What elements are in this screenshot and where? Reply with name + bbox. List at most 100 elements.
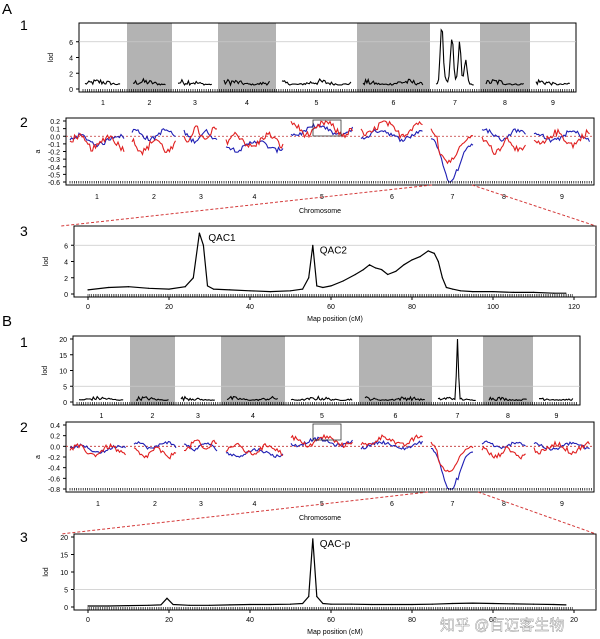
lod-point [565, 604, 567, 606]
highlight-box-chr5 [312, 119, 342, 137]
lod-curve-chr1 [84, 78, 121, 86]
y-tick-label: 2 [64, 276, 68, 283]
chromosome-tick-label: 9 [555, 413, 559, 420]
lod-point [368, 264, 371, 266]
chromosome-tick-label: 8 [506, 413, 510, 420]
lod-point [160, 604, 162, 606]
x-axis-label: Map position (cM) [307, 629, 363, 636]
y-tick-label: -0.1 [48, 142, 60, 149]
y-tick-label: 0.0 [50, 134, 60, 141]
lod-point [249, 290, 251, 292]
lod-point [411, 603, 413, 606]
lod-point [249, 603, 251, 606]
y-axis-label: lod [43, 567, 50, 576]
zoom-connector-a-left [60, 184, 433, 227]
y-tick-label: -0.4 [48, 466, 60, 473]
y-tick-label: 0.4 [50, 423, 60, 430]
effect-curve-blue-chr4 [225, 140, 284, 154]
chromosome-tick-label: 5 [315, 100, 319, 107]
y-tick-label: 0 [64, 292, 68, 299]
chromosome-shade-6 [357, 23, 430, 92]
chromosome-shade-8 [483, 336, 533, 405]
panel-number-a3: 3 [20, 223, 28, 239]
lod-point [375, 267, 377, 269]
y-tick-label: 15 [60, 553, 68, 560]
effect-curve-blue-chr9 [533, 130, 591, 144]
lod-point [192, 277, 194, 279]
effect-curve-red-chr2 [131, 137, 176, 156]
panel-number-a1: 1 [20, 17, 28, 33]
lod-point [322, 286, 324, 289]
lod-point [87, 605, 89, 607]
lod-point [148, 287, 150, 289]
y-axis-label: lod [43, 257, 50, 266]
chromosome-tick-label: 8 [502, 501, 506, 508]
lod-point [107, 605, 109, 607]
lod-point [208, 604, 211, 606]
chromosome-tick-label: 4 [253, 194, 257, 201]
plot-frame [65, 117, 595, 186]
effect-curve-red-chr7 [430, 128, 474, 165]
lod-point [302, 602, 304, 605]
chromosome-tick-label: 4 [245, 100, 249, 107]
effect-curve-red-chr5 [290, 120, 353, 139]
peak-label-qac-p: QAC-p [320, 539, 351, 550]
lod-point [492, 602, 494, 605]
y-tick-label: 0.2 [50, 119, 60, 126]
lod-point [289, 290, 292, 292]
chromosome-tick-label: 3 [196, 413, 200, 420]
chromosome-tick-label: 8 [502, 194, 506, 201]
chromosome-tick-label: 9 [560, 194, 564, 201]
lod-point [553, 603, 555, 606]
effect-curve-blue-chr7 [430, 138, 474, 183]
x-tick-label: 60 [327, 617, 335, 624]
peak-label-qac1: QAC1 [208, 233, 236, 244]
chromosome-shade-6 [359, 336, 432, 405]
x-tick-label: 80 [408, 617, 416, 624]
lod-curve-chr2 [135, 395, 169, 402]
y-tick-label: 0.0 [50, 444, 60, 451]
lod-point [322, 602, 324, 605]
chart-b3-chr7-lod: 0 5 10 15 20 lod 0 20 40 60 80 00 20 Map position (cM… [43, 533, 597, 636]
lod-point [451, 288, 454, 290]
y-tick-label: -0.5 [48, 172, 60, 179]
lod-point [433, 252, 435, 254]
lod-point [460, 290, 462, 292]
y-tick-label: -0.8 [48, 487, 60, 494]
lod-point [532, 291, 535, 293]
lod-curve-chr4 [223, 78, 270, 87]
lod-point [308, 595, 310, 598]
effect-curve-red-chr2 [133, 446, 177, 460]
effect-curve-blue-chr6 [360, 440, 423, 451]
chart-b1-genome-lod: 0 5 10 15 20 lod 1 2 3 4 5 6 7 8 9 [42, 335, 581, 420]
chromosome-tick-label: 1 [96, 501, 100, 508]
effect-curve-red-chr9 [533, 440, 590, 456]
lod-curve-chr2 [132, 77, 166, 86]
lod-curve-chr6 [364, 395, 425, 402]
chromosome-tick-label: 1 [101, 100, 105, 107]
lod-point [512, 603, 514, 605]
chromosome-tick-label: 6 [394, 413, 398, 420]
y-tick-label: -0.6 [48, 476, 60, 483]
y-tick-label: 6 [64, 243, 68, 250]
lod-point [391, 603, 393, 606]
x-tick-label: 20 [570, 617, 578, 624]
peak-label-qac2: QAC2 [320, 245, 348, 256]
effect-curve-blue-chr8 [481, 128, 526, 142]
lod-point [370, 603, 373, 606]
chromosome-tick-label: 9 [551, 100, 555, 107]
x-tick-label: 20 [165, 304, 173, 311]
lod-point [342, 280, 344, 282]
effect-curve-blue-chr9 [533, 441, 590, 451]
effect-curve-red-chr9 [533, 128, 590, 150]
lod-curve-chr9 [535, 78, 570, 86]
x-axis-label: Chromosome [299, 515, 341, 522]
x-tick-label: 20 [165, 617, 173, 624]
lod-curve-chr4 [226, 395, 278, 402]
lod-curve-chr7 [435, 28, 474, 86]
lod-point [362, 269, 364, 271]
chart-a2-genome-effect: 0.20.10.0-0.1-0.2-0.3-0.4-0.5-0.6a123456… [35, 117, 595, 215]
effect-curve-blue-chr4 [225, 447, 284, 458]
chromosome-tick-label: 3 [193, 100, 197, 107]
x-axis-label: Map position (cM) [307, 316, 363, 323]
